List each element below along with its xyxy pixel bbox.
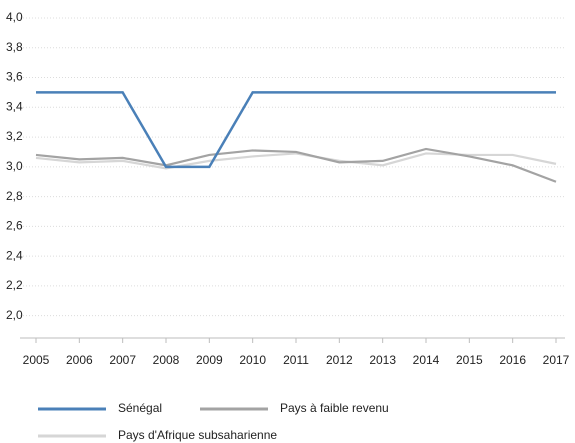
x-tick-label: 2017 [543, 353, 570, 367]
x-tick-label: 2005 [23, 353, 50, 367]
y-tick-label: 2,4 [6, 248, 23, 262]
y-tick-label: 3,0 [6, 159, 23, 173]
x-tick-label: 2006 [66, 353, 93, 367]
y-tick-label: 4,0 [6, 10, 23, 24]
legend-label: Sénégal [118, 401, 162, 415]
legend-label: Pays à faible revenu [280, 401, 389, 415]
x-tick-label: 2008 [153, 353, 180, 367]
x-tick-label: 2010 [239, 353, 266, 367]
y-tick-label: 2,2 [6, 278, 23, 292]
x-tick-label: 2011 [283, 353, 309, 367]
y-tick-label: 3,6 [6, 70, 23, 84]
x-tick-label: 2009 [196, 353, 223, 367]
series-line [35, 152, 557, 170]
x-tick-label: 2016 [499, 353, 526, 367]
legend-label: Pays d'Afrique subsaharienne [118, 428, 277, 442]
x-tick-label: 2012 [326, 353, 353, 367]
x-tick-label: 2014 [413, 353, 440, 367]
x-tick-label: 2015 [456, 353, 483, 367]
y-tick-label: 3,2 [6, 129, 23, 143]
y-tick-label: 3,4 [6, 99, 23, 113]
x-tick-label: 2013 [369, 353, 396, 367]
series-line [36, 91, 556, 169]
x-tick-label: 2007 [109, 353, 136, 367]
y-tick-label: 2,8 [6, 189, 23, 203]
y-tick-label: 2,6 [6, 219, 23, 233]
y-tick-label: 2,0 [6, 308, 23, 322]
series-line [35, 147, 557, 183]
y-tick-label: 3,8 [6, 40, 23, 54]
